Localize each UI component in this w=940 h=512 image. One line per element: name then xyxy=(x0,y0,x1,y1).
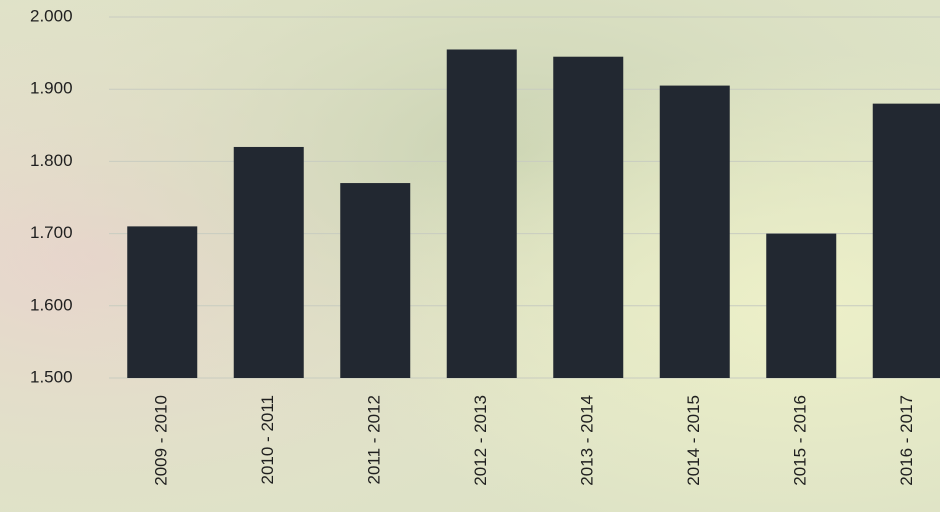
x-tick-label: 2016 - 2017 xyxy=(897,395,916,486)
x-tick-label: 2009 - 2010 xyxy=(152,395,171,486)
y-tick-label: 1.700 xyxy=(30,223,73,242)
x-tick-label: 2011 - 2012 xyxy=(365,395,384,484)
bar xyxy=(340,183,411,378)
x-tick-label: 2014 - 2015 xyxy=(684,395,703,486)
y-tick-label: 1.800 xyxy=(30,151,73,170)
bar xyxy=(766,233,837,378)
y-tick-label: 2.000 xyxy=(30,6,73,25)
x-tick-label: 2012 - 2013 xyxy=(471,395,490,486)
bar xyxy=(233,146,304,378)
y-tick-label: 1.900 xyxy=(30,79,73,98)
bar xyxy=(127,226,198,378)
x-tick-label: 2010 - 2011 xyxy=(258,395,277,484)
y-tick-label: 1.500 xyxy=(30,367,73,386)
x-tick-label: 2013 - 2014 xyxy=(578,395,597,486)
y-tick-label: 1.600 xyxy=(30,295,73,314)
bar xyxy=(553,56,624,379)
bar xyxy=(446,49,517,379)
bar xyxy=(872,103,940,378)
x-tick-label: 2015 - 2016 xyxy=(791,395,810,486)
bar xyxy=(659,85,730,378)
